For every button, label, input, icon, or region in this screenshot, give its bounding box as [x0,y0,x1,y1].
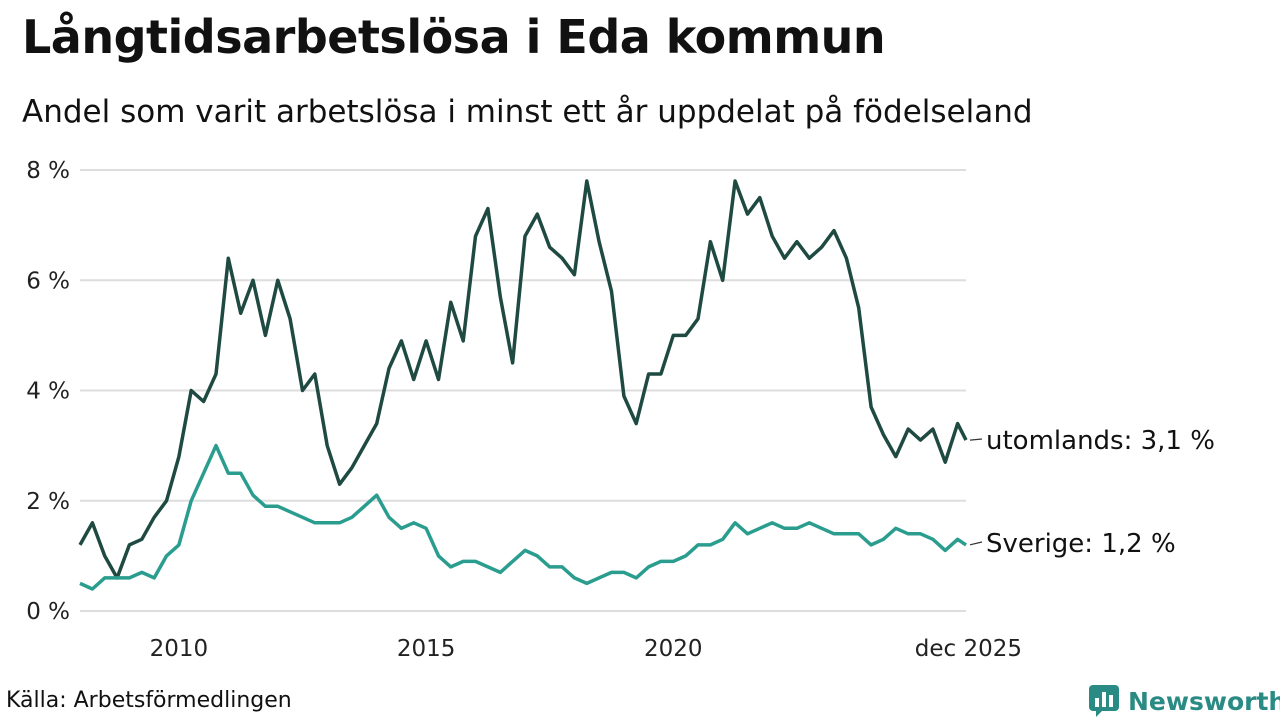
newsworthy-logo-icon [1089,685,1119,717]
x-tick-label: 2015 [397,636,456,662]
y-tick-label: 2 % [26,489,70,515]
source-note: Källa: Arbetsförmedlingen [6,688,292,713]
brand-logo[interactable]: Newsworthy [1088,684,1280,718]
brand-name: Newsworthy [1128,686,1280,716]
y-tick-label: 8 % [26,158,70,184]
chart-title: Långtidsarbetslösa i Eda kommun [22,10,886,64]
x-axis-ticks: 2010 2015 2020 dec 2025 [150,636,1022,662]
series-end-labels: utomlands: 3,1 % Sverige: 1,2 % [969,426,1215,559]
y-axis-ticks: 0 % 2 % 4 % 6 % 8 % [26,158,70,625]
y-tick-label: 4 % [26,379,70,405]
chart-subtitle: Andel som varit arbetslösa i minst ett å… [22,94,1033,130]
y-tick-label: 0 % [26,599,70,625]
x-tick-label: dec 2025 [915,636,1022,662]
gridlines [80,169,966,612]
series-lines [78,179,968,591]
series-line-sverige [79,443,967,591]
series-end-label-sverige: Sverige: 1,2 % [986,529,1176,559]
x-tick-label: 2020 [644,636,703,662]
series-line-utomlands [78,179,968,580]
series-end-connector [969,438,983,441]
series-end-connector [969,541,983,546]
line-chart: 0 % 2 % 4 % 6 % 8 % 2010 2015 2020 dec 2025 uto… [26,158,1215,662]
y-tick-label: 6 % [26,268,70,294]
series-end-label-utomlands: utomlands: 3,1 % [986,426,1215,456]
x-tick-label: 2010 [150,636,209,662]
